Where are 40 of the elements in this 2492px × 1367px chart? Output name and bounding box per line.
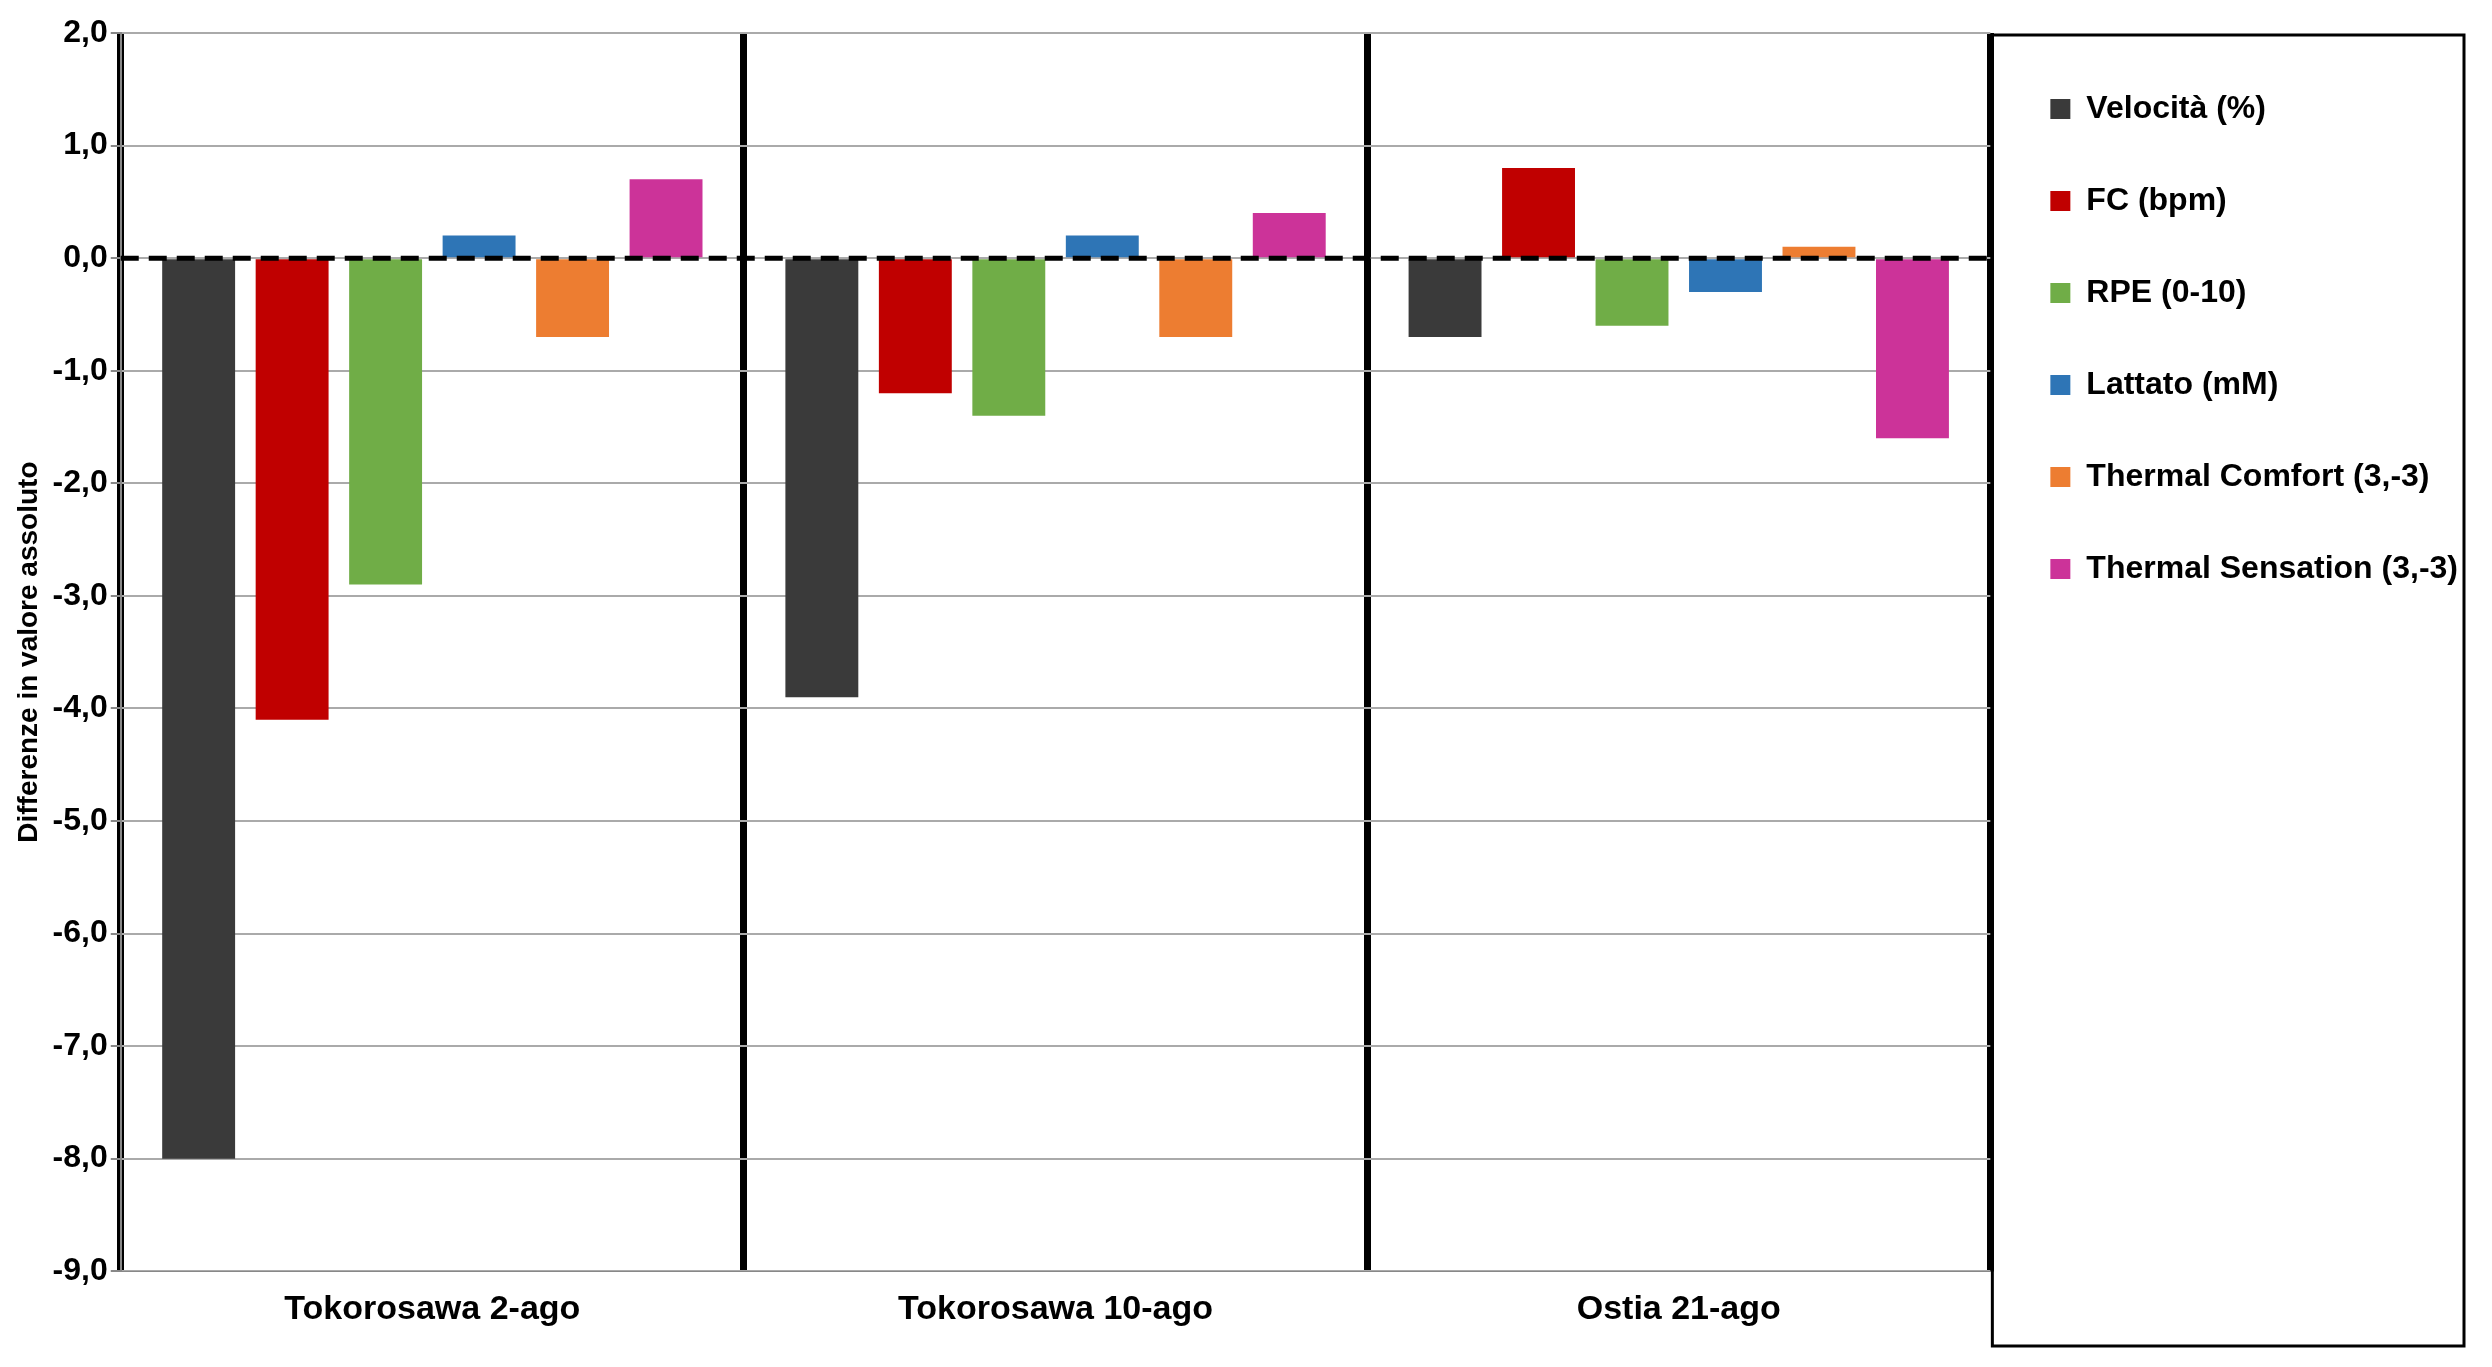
y-tick-label: -8,0 (52, 1138, 108, 1175)
legend-label: Thermal Sensation (3,-3) (2086, 548, 2458, 585)
bar (1595, 259, 1669, 326)
legend-label: Thermal Comfort (3,-3) (2086, 456, 2430, 493)
y-tick-label: -3,0 (52, 575, 108, 612)
bar (629, 179, 703, 258)
x-tick-label: Tokorosawa 10-ago (898, 1287, 1213, 1326)
bar (1689, 259, 1762, 292)
bar (785, 259, 859, 698)
bar (972, 259, 1046, 416)
y-tick-label: -4,0 (52, 688, 108, 725)
bar (162, 259, 236, 1159)
y-tick-label: 2,0 (63, 12, 108, 49)
bar (878, 259, 952, 394)
y-tick-label: -5,0 (52, 800, 108, 837)
legend-label: Velocità (%) (2086, 88, 2266, 125)
y-tick-label: -7,0 (52, 1025, 108, 1062)
y-tick-label: -2,0 (52, 463, 108, 500)
y-tick-label: -9,0 (52, 1251, 108, 1288)
y-tick-label: -1,0 (52, 350, 108, 387)
legend-label: RPE (0-10) (2086, 272, 2247, 309)
bar (1159, 259, 1233, 337)
legend-label: FC (bpm) (2086, 180, 2227, 217)
bar (255, 259, 329, 720)
y-tick-label: -6,0 (52, 913, 108, 950)
bar (442, 235, 516, 258)
bar (1252, 213, 1326, 258)
y-tick-label: 1,0 (63, 125, 108, 162)
bar (1408, 259, 1482, 337)
bar (1782, 246, 1856, 258)
legend-label: Lattato (mM) (2086, 364, 2279, 401)
y-tick-label: 0,0 (63, 237, 108, 274)
bar (349, 259, 423, 585)
y-axis-title: Differenze in valore assoluto (11, 461, 43, 843)
x-tick-label: Ostia 21-ago (1576, 1287, 1781, 1326)
bar (536, 259, 610, 337)
bar (1065, 235, 1139, 258)
bar (1502, 168, 1575, 258)
bar (1876, 259, 1949, 439)
x-tick-label: Tokorosawa 2-ago (284, 1287, 581, 1326)
